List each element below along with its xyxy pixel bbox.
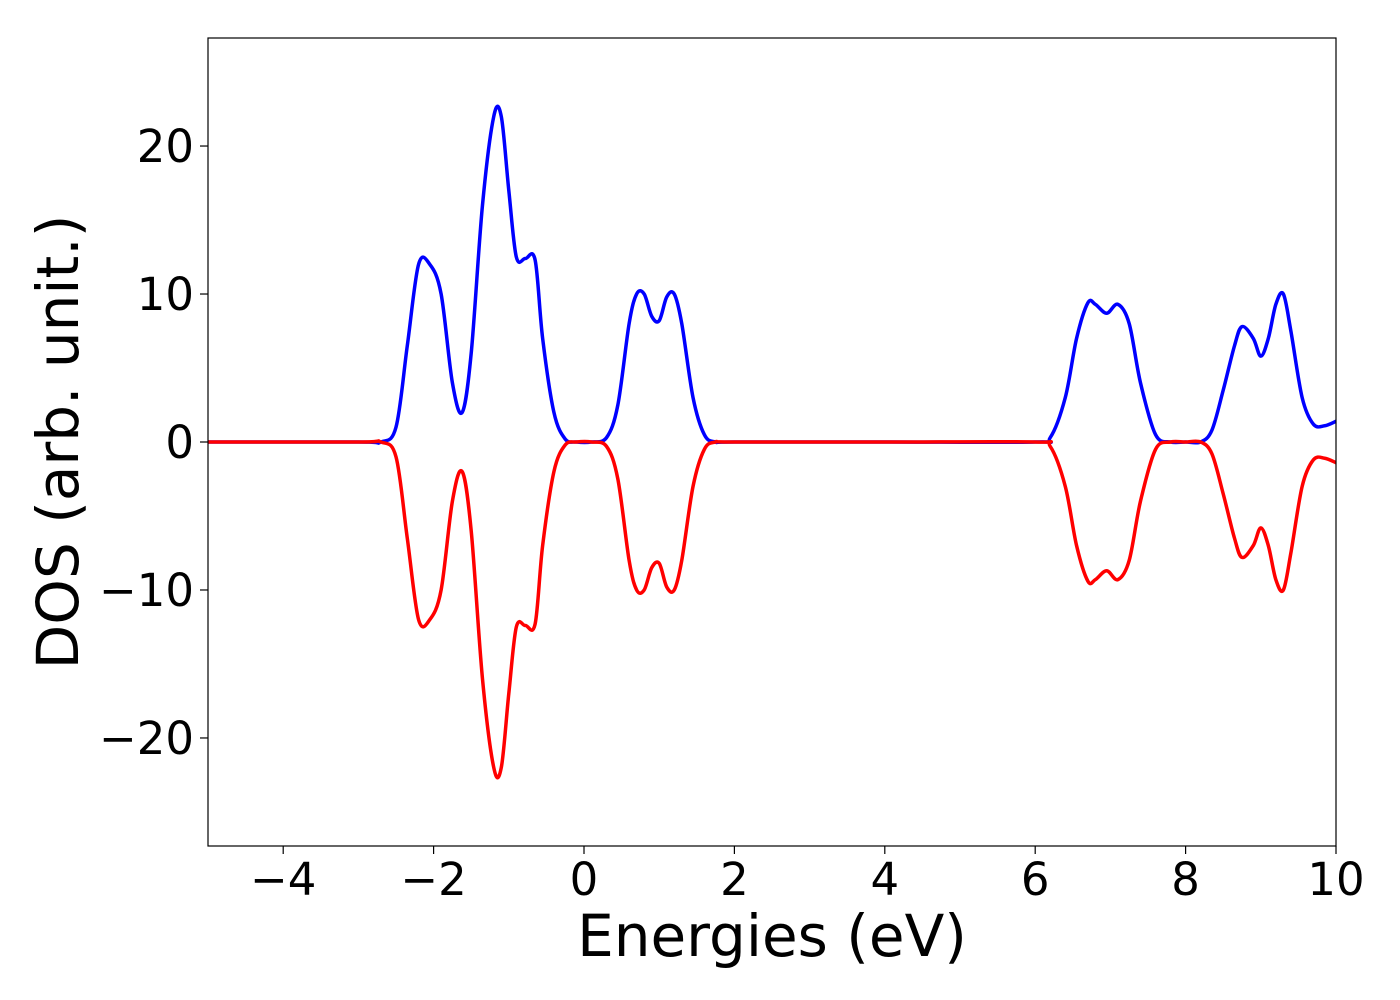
x-tick-label: 4 [870, 853, 899, 906]
x-tick-label: 10 [1307, 853, 1364, 906]
series-line-down [208, 439, 1336, 780]
series-layer [208, 104, 1336, 780]
y-tick-label: −20 [99, 712, 194, 765]
y-tick-label: 10 [137, 268, 194, 321]
y-axis: 20 10 0 −10 −20 [99, 120, 208, 765]
y-tick-label: 20 [137, 120, 194, 173]
x-tick-label: 2 [720, 853, 749, 906]
x-tick-label: 0 [570, 853, 599, 906]
series-line-up [208, 104, 1336, 445]
x-tick-label: −2 [400, 853, 466, 906]
x-tick-label: 8 [1171, 853, 1200, 906]
y-tick-label: −10 [99, 564, 194, 617]
x-tick-label: 6 [1021, 853, 1050, 906]
y-axis-title: DOS (arb. unit.) [24, 215, 92, 670]
x-axis-title: Energies (eV) [577, 902, 967, 970]
x-tick-label: −4 [250, 853, 316, 906]
x-axis: −4 −2 0 2 4 6 8 10 [250, 846, 1365, 906]
y-tick-label: 0 [165, 416, 194, 469]
